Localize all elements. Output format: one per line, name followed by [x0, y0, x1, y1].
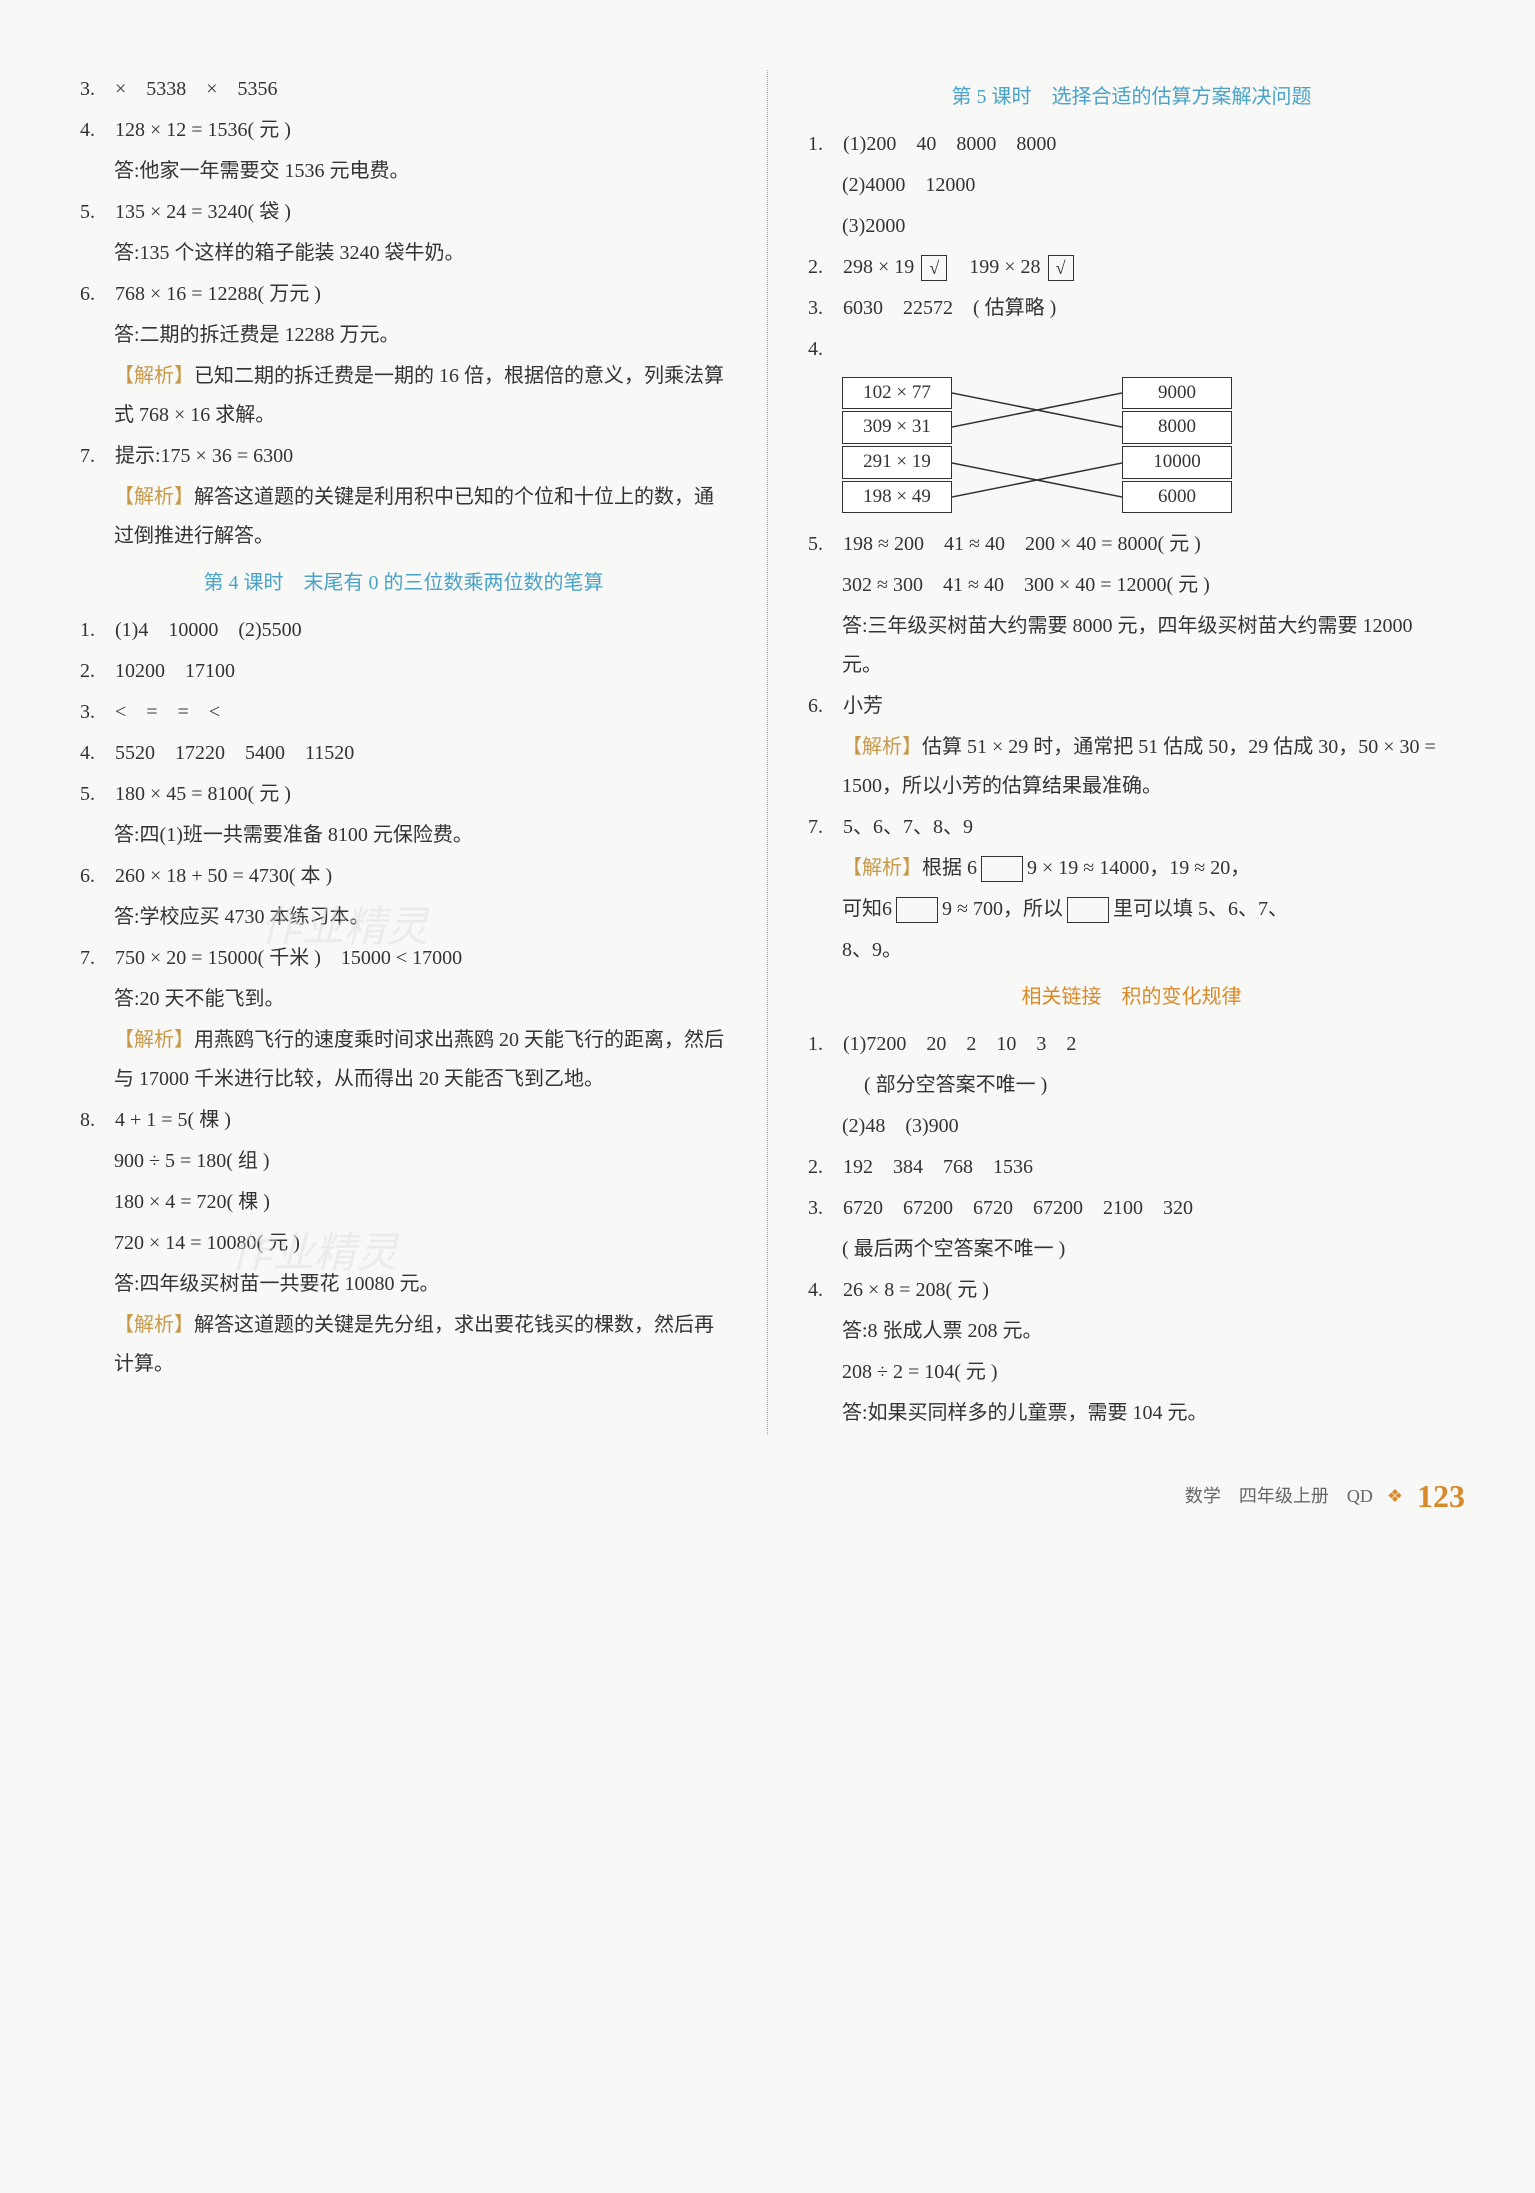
- q6b: 答:二期的拆迁费是 12288 万元。: [80, 316, 727, 355]
- s5-1b: (2)4000 12000: [808, 166, 1455, 205]
- blank-box-1: [981, 856, 1023, 882]
- page-number: 123: [1417, 1465, 1465, 1527]
- link-title: 相关链接 积的变化规律: [808, 978, 1455, 1017]
- checkbox-1: √: [921, 255, 947, 281]
- s4-8c: 180 × 4 = 720( 棵 ): [80, 1183, 727, 1222]
- diamond-icon: ❖: [1387, 1479, 1403, 1514]
- l1b: ( 部分空答案不唯一 ): [808, 1066, 1455, 1105]
- s4-7-analysis: 【解析】用燕鸥飞行的速度乘时间求出燕鸥 20 天能飞行的距离，然后与 17000…: [80, 1021, 727, 1099]
- q5b: 答:135 个这样的箱子能装 3240 袋牛奶。: [80, 234, 727, 273]
- s5-7d: 8、9。: [808, 931, 1455, 970]
- s4-5b: 答:四(1)班一共需要准备 8100 元保险费。: [80, 816, 727, 855]
- match-left-1: 309 × 31: [842, 411, 952, 444]
- s4-3: 3. < = = <: [80, 693, 727, 732]
- s5-7b2: 9 × 19 ≈ 14000，19 ≈ 20，: [1027, 857, 1250, 879]
- l4a: 4. 26 × 8 = 208( 元 ): [808, 1271, 1455, 1310]
- s4-7c-text: 用燕鸥飞行的速度乘时间求出燕鸥 20 天能飞行的距离，然后与 17000 千米进…: [114, 1029, 724, 1090]
- s5-7a: 7. 5、6、7、8、9: [808, 808, 1455, 847]
- q7-analysis: 【解析】解答这道题的关键是利用积中已知的个位和十位上的数，通过倒推进行解答。: [80, 478, 727, 556]
- match-right-2: 10000: [1122, 446, 1232, 479]
- s5-4: 4.: [808, 330, 1455, 369]
- s4-8e: 答:四年级买树苗一共要花 10080 元。: [80, 1265, 727, 1304]
- s5-3: 3. 6030 22572 ( 估算略 ): [808, 289, 1455, 328]
- s5-2-pre: 2. 298 × 19: [808, 256, 919, 278]
- s5-6a: 6. 小芳: [808, 687, 1455, 726]
- q4b: 答:他家一年需要交 1536 元电费。: [80, 152, 727, 191]
- s4-5a: 5. 180 × 45 = 8100( 元 ): [80, 775, 727, 814]
- page-footer: 数学 四年级上册 QD ❖ 123: [70, 1465, 1465, 1527]
- s5-5c: 答:三年级买树苗大约需要 8000 元，四年级买树苗大约需要 12000 元。: [808, 607, 1455, 685]
- s4-7a: 7. 750 × 20 = 15000( 千米 ) 15000 < 17000: [80, 939, 727, 978]
- s4-1: 1. (1)4 10000 (2)5500: [80, 611, 727, 650]
- s5-7-analysis-1: 【解析】根据 6 9 × 19 ≈ 14000，19 ≈ 20，: [808, 849, 1455, 888]
- q6a: 6. 768 × 16 = 12288( 万元 ): [80, 275, 727, 314]
- s4-8-analysis: 【解析】解答这道题的关键是先分组，求出要花钱买的棵数，然后再计算。: [80, 1306, 727, 1384]
- blank-box-3: [1067, 897, 1109, 923]
- s4-4: 4. 5520 17220 5400 11520: [80, 734, 727, 773]
- s5-7c3: 里可以填 5、6、7、: [1113, 898, 1288, 920]
- matching-diagram: 102 × 77 309 × 31 291 × 19 198 × 49 9000…: [842, 375, 1455, 515]
- s5-1c: (3)2000: [808, 207, 1455, 246]
- s4-6a: 6. 260 × 18 + 50 = 4730( 本 ): [80, 857, 727, 896]
- l3b: ( 最后两个空答案不唯一 ): [808, 1230, 1455, 1269]
- analysis-label: 【解析】: [114, 1314, 194, 1336]
- s5-7-analysis-2: 可知6 9 ≈ 700，所以 里可以填 5、6、7、: [808, 890, 1455, 929]
- analysis-label: 【解析】: [842, 857, 922, 879]
- blank-box-2: [896, 897, 938, 923]
- q7b-text: 解答这道题的关键是利用积中已知的个位和十位上的数，通过倒推进行解答。: [114, 486, 714, 547]
- match-left-0: 102 × 77: [842, 377, 952, 410]
- l4d: 答:如果买同样多的儿童票，需要 104 元。: [808, 1394, 1455, 1433]
- match-lines-icon: [952, 375, 1122, 515]
- s5-2-mid: 199 × 28: [949, 256, 1045, 278]
- s4-7b: 答:20 天不能飞到。: [80, 980, 727, 1019]
- checkbox-2: √: [1048, 255, 1074, 281]
- left-column: 3. × 5338 × 5356 4. 128 × 12 = 1536( 元 )…: [70, 70, 768, 1435]
- right-column: 第 5 课时 选择合适的估算方案解决问题 1. (1)200 40 8000 8…: [768, 70, 1465, 1435]
- q6-analysis: 【解析】已知二期的拆迁费是一期的 16 倍，根据倍的意义，列乘法算式 768 ×…: [80, 357, 727, 435]
- l2: 2. 192 384 768 1536: [808, 1148, 1455, 1187]
- s4-8d: 720 × 14 = 10080( 元 ): [80, 1224, 727, 1263]
- analysis-label: 【解析】: [114, 365, 194, 387]
- match-right-col: 9000 8000 10000 6000: [1122, 377, 1232, 513]
- q7a: 7. 提示:175 × 36 = 6300: [80, 437, 727, 476]
- s4-8f-text: 解答这道题的关键是先分组，求出要花钱买的棵数，然后再计算。: [114, 1314, 714, 1375]
- l1c: (2)48 (3)900: [808, 1107, 1455, 1146]
- section5-title: 第 5 课时 选择合适的估算方案解决问题: [808, 78, 1455, 117]
- s5-6-analysis: 【解析】估算 51 × 29 时，通常把 51 估成 50，29 估成 30，5…: [808, 728, 1455, 806]
- l3a: 3. 6720 67200 6720 67200 2100 320: [808, 1189, 1455, 1228]
- s5-7c2: 9 ≈ 700，所以: [942, 898, 1063, 920]
- s5-6b-text: 估算 51 × 29 时，通常把 51 估成 50，29 估成 30，50 × …: [842, 736, 1436, 797]
- match-left-col: 102 × 77 309 × 31 291 × 19 198 × 49: [842, 377, 952, 513]
- match-right-0: 9000: [1122, 377, 1232, 410]
- s4-8b: 900 ÷ 5 = 180( 组 ): [80, 1142, 727, 1181]
- s5-5a: 5. 198 ≈ 200 41 ≈ 40 200 × 40 = 8000( 元 …: [808, 525, 1455, 564]
- q4a: 4. 128 × 12 = 1536( 元 ): [80, 111, 727, 150]
- s5-5b: 302 ≈ 300 41 ≈ 40 300 × 40 = 12000( 元 ): [808, 566, 1455, 605]
- s5-4-label: 4.: [808, 330, 842, 369]
- l4c: 208 ÷ 2 = 104( 元 ): [808, 1353, 1455, 1392]
- match-right-3: 6000: [1122, 481, 1232, 514]
- s4-8a: 8. 4 + 1 = 5( 棵 ): [80, 1101, 727, 1140]
- match-left-3: 198 × 49: [842, 481, 952, 514]
- analysis-label: 【解析】: [842, 736, 922, 758]
- match-right-1: 8000: [1122, 411, 1232, 444]
- analysis-label: 【解析】: [114, 486, 194, 508]
- l1a: 1. (1)7200 20 2 10 3 2: [808, 1025, 1455, 1064]
- s4-2: 2. 10200 17100: [80, 652, 727, 691]
- s5-7b1: 根据 6: [922, 857, 977, 879]
- l4b: 答:8 张成人票 208 元。: [808, 1312, 1455, 1351]
- q6c-text: 已知二期的拆迁费是一期的 16 倍，根据倍的意义，列乘法算式 768 × 16 …: [114, 365, 724, 426]
- s4-6b: 答:学校应买 4730 本练习本。: [80, 898, 727, 937]
- q5a: 5. 135 × 24 = 3240( 袋 ): [80, 193, 727, 232]
- match-left-2: 291 × 19: [842, 446, 952, 479]
- section4-title: 第 4 课时 末尾有 0 的三位数乘两位数的笔算: [80, 564, 727, 603]
- q3: 3. × 5338 × 5356: [80, 70, 727, 109]
- s5-7c1: 可知6: [842, 898, 892, 920]
- s5-2: 2. 298 × 19 √ 199 × 28 √: [808, 248, 1455, 287]
- analysis-label: 【解析】: [114, 1029, 194, 1051]
- footer-subject: 数学 四年级上册 QD: [1185, 1479, 1373, 1514]
- s5-1a: 1. (1)200 40 8000 8000: [808, 125, 1455, 164]
